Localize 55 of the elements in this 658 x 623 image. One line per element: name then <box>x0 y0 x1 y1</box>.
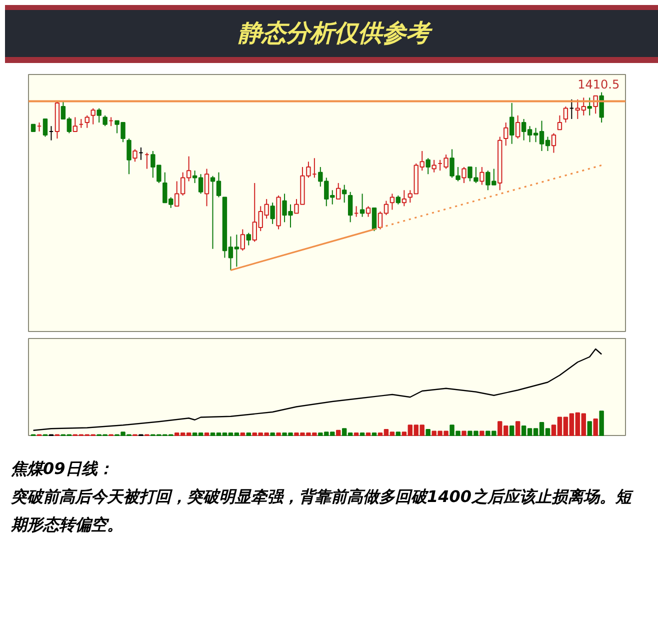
bar <box>515 421 520 436</box>
candlestick <box>480 166 484 186</box>
bar <box>587 421 592 436</box>
candlestick <box>509 102 514 144</box>
candlestick <box>515 114 520 140</box>
candlestick <box>342 184 347 204</box>
candlestick <box>96 108 102 124</box>
annotation: 1410.5 <box>578 77 620 92</box>
bar <box>593 418 598 436</box>
candlestick <box>372 207 377 232</box>
bar <box>354 432 359 436</box>
candlestick <box>557 114 562 130</box>
candlestick <box>246 232 251 246</box>
bar <box>462 430 466 436</box>
candlestick <box>462 166 466 184</box>
candlestick <box>587 97 592 116</box>
candlestick <box>132 148 138 162</box>
candlestick <box>348 191 353 223</box>
candlestick <box>390 193 395 210</box>
text: 焦煤09日线： <box>11 459 114 478</box>
candlestick <box>432 159 436 173</box>
bar <box>204 432 210 436</box>
candlestick <box>42 118 48 138</box>
candlestick <box>402 190 407 207</box>
bar <box>599 410 604 436</box>
candlestick <box>360 193 365 218</box>
bar <box>240 432 246 436</box>
bar <box>509 426 514 436</box>
bar <box>360 432 365 436</box>
candlestick <box>504 122 508 146</box>
candlestick <box>126 138 132 175</box>
candlestick <box>336 182 341 200</box>
candlestick <box>426 158 430 175</box>
candlestick <box>270 202 275 224</box>
candlestick <box>90 108 96 125</box>
bar <box>372 432 377 436</box>
bar <box>426 429 430 436</box>
bar <box>480 430 484 436</box>
bar <box>366 432 371 436</box>
text: 突破前高后今天被打回，突破明显牵强，背靠前高做多回破1400之后应该止损离场。短期形态转偏空。 <box>11 487 632 534</box>
bar <box>270 432 275 436</box>
bar <box>246 432 251 436</box>
bar <box>396 432 401 436</box>
candlestick <box>204 168 210 207</box>
candlestick <box>563 106 568 124</box>
candlestick <box>72 116 78 132</box>
candlestick <box>599 92 604 124</box>
bar <box>336 430 341 436</box>
candlestick <box>240 228 246 252</box>
bar <box>276 432 281 436</box>
candlestick <box>84 114 90 128</box>
candlestick <box>102 114 108 127</box>
chart-title: 静态分析仅供参考 <box>238 18 430 49</box>
candlestick <box>551 132 556 154</box>
candlestick <box>366 206 371 218</box>
